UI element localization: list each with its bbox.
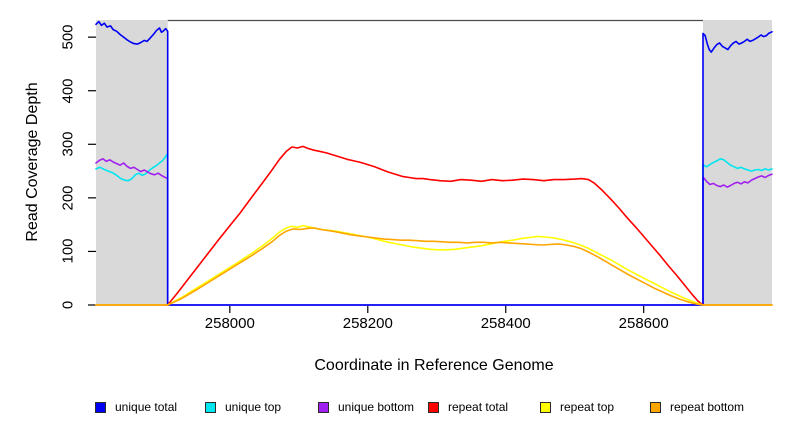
legend-label: unique bottom [338,400,415,414]
series-repeat-bottom [95,227,773,306]
x-tick-label-258000: 258000 [204,315,255,332]
legend-swatch-repeat-top [540,401,551,413]
legend-label: repeat top [560,400,615,414]
legend-item-repeat-top: repeat top [540,400,614,414]
legend-swatch-unique-top [205,401,216,413]
x-axis-title: Coordinate in Reference Genome [314,357,554,374]
legend-item-unique-bottom: unique bottom [318,400,414,414]
legend-swatch-repeat-total [428,401,439,413]
legend-swatch-repeat-bottom [650,401,661,413]
y-tick-label-100: 100 [59,238,77,264]
x-tick-label-258600: 258600 [618,315,669,332]
legend-label: unique total [115,400,178,414]
series-repeat-total [95,145,773,306]
series-unique-top [95,152,773,306]
legend-swatch-unique-total [95,401,106,413]
y-tick-label-500: 500 [59,24,77,50]
series-unique-total [95,20,773,306]
x-tick-label-258200: 258200 [342,315,393,332]
legend-swatch-unique-bottom [318,401,329,413]
y-axis-title: Read Coverage Depth [24,82,41,242]
legend-label: repeat bottom [670,400,745,414]
legend-item-repeat-bottom: repeat bottom [650,400,744,414]
x-tick-label-258400: 258400 [480,315,531,332]
legend-item-repeat-total: repeat total [428,400,508,414]
legend-item-unique-top: unique top [205,400,281,414]
y-tick-label-0: 0 [59,300,77,310]
flank-region-right [703,20,772,306]
legend-label: repeat total [448,400,509,414]
flank-region-left [96,20,168,306]
legend-item-unique-total: unique total [95,400,177,414]
series-repeat-top [95,224,773,306]
legend-label: unique top [225,400,282,414]
y-tick-label-200: 200 [59,185,77,211]
y-tick-label-400: 400 [59,78,77,104]
y-tick-label-300: 300 [59,131,77,157]
